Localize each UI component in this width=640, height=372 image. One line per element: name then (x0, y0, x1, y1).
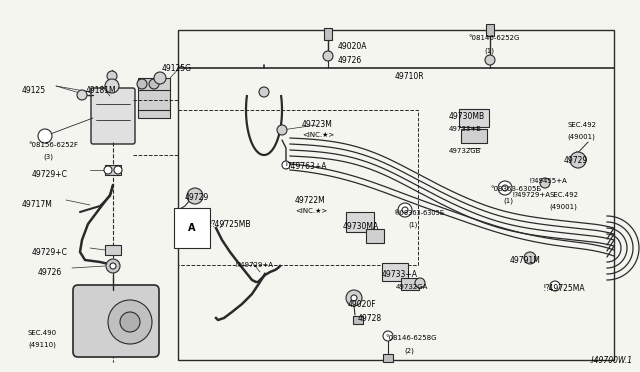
Text: 49729+C: 49729+C (32, 248, 68, 257)
Circle shape (77, 90, 87, 100)
Circle shape (323, 51, 333, 61)
Bar (459, 109, 489, 127)
Circle shape (120, 312, 140, 332)
Text: 49729: 49729 (564, 156, 588, 165)
Bar (324, 28, 332, 40)
Text: 49732GB: 49732GB (449, 148, 481, 154)
Text: SEC.492: SEC.492 (549, 192, 578, 198)
Text: °08146-6258G: °08146-6258G (385, 335, 436, 341)
Text: (1): (1) (408, 222, 417, 228)
Circle shape (38, 129, 52, 143)
Circle shape (104, 166, 112, 174)
Text: 49733+A: 49733+A (382, 270, 418, 279)
Text: 49728: 49728 (358, 314, 382, 323)
Text: 49710R: 49710R (395, 72, 424, 81)
Bar (178, 30, 614, 360)
Text: (3): (3) (43, 154, 53, 160)
Text: A: A (188, 223, 196, 233)
Text: (49001): (49001) (567, 134, 595, 141)
Text: ⁉49729+A: ⁉49729+A (513, 192, 551, 198)
Bar (366, 229, 384, 243)
Circle shape (149, 79, 159, 89)
Text: ⁉49729+A: ⁉49729+A (236, 262, 274, 268)
Text: 49729+C: 49729+C (32, 170, 68, 179)
Circle shape (570, 152, 586, 168)
FancyBboxPatch shape (91, 88, 135, 144)
Text: .I49700W.1: .I49700W.1 (590, 356, 633, 365)
Text: 49020A: 49020A (338, 42, 367, 51)
Text: 49125G: 49125G (162, 64, 192, 73)
Text: 49729: 49729 (185, 193, 209, 202)
Text: °08363-6305Б: °08363-6305Б (490, 186, 541, 192)
Text: 49181M: 49181M (86, 86, 116, 95)
Text: ⁉49455+A: ⁉49455+A (530, 178, 568, 184)
Text: °08146-6252G: °08146-6252G (468, 35, 520, 41)
Text: 49125: 49125 (22, 86, 46, 95)
Text: (2): (2) (404, 347, 414, 353)
Text: ®08363-6305Б: ®08363-6305Б (393, 210, 444, 216)
Text: °08156-6252F: °08156-6252F (28, 142, 78, 148)
Circle shape (383, 331, 393, 341)
Bar (178, 110, 418, 265)
Circle shape (187, 188, 203, 204)
Text: SEC.492: SEC.492 (567, 122, 596, 128)
Circle shape (502, 185, 508, 191)
Circle shape (277, 125, 287, 135)
Bar (138, 78, 170, 118)
Circle shape (105, 79, 119, 93)
Circle shape (398, 203, 412, 217)
Text: <INC.★>: <INC.★> (295, 208, 327, 214)
Text: 49717M: 49717M (22, 200, 53, 209)
Circle shape (498, 181, 512, 195)
Text: ⁉49725MB: ⁉49725MB (209, 220, 250, 229)
Circle shape (550, 281, 560, 291)
Text: (1): (1) (484, 48, 494, 55)
Bar (401, 278, 419, 290)
Text: 49791M: 49791M (510, 256, 541, 265)
Text: 49020F: 49020F (348, 300, 376, 309)
Bar (346, 212, 374, 232)
Circle shape (402, 207, 408, 213)
Circle shape (351, 295, 357, 301)
Bar (105, 165, 121, 175)
Circle shape (282, 161, 290, 169)
Bar (353, 316, 363, 324)
Text: 49726: 49726 (338, 56, 362, 65)
Circle shape (108, 300, 152, 344)
Text: (49110): (49110) (28, 342, 56, 349)
Circle shape (110, 263, 116, 269)
Text: 49732GA: 49732GA (396, 284, 428, 290)
Bar (486, 24, 494, 36)
Text: SEC.490: SEC.490 (28, 330, 57, 336)
Text: 49723M: 49723M (302, 120, 333, 129)
Circle shape (540, 178, 550, 188)
Circle shape (106, 259, 120, 273)
Circle shape (415, 278, 425, 288)
Circle shape (137, 79, 147, 89)
Circle shape (524, 252, 536, 264)
Circle shape (154, 72, 166, 84)
Text: 49726: 49726 (38, 268, 62, 277)
Circle shape (485, 55, 495, 65)
Text: ⁉49763+A: ⁉49763+A (286, 162, 328, 171)
Text: (49001): (49001) (549, 204, 577, 211)
Text: <INC.★>: <INC.★> (302, 132, 334, 138)
Text: 49733+Б: 49733+Б (449, 126, 482, 132)
Bar (383, 354, 393, 362)
Text: (1): (1) (503, 198, 513, 205)
Circle shape (346, 290, 362, 306)
Bar (382, 263, 408, 281)
Bar (105, 245, 121, 255)
Text: ⁉49725MA: ⁉49725MA (544, 284, 586, 293)
Circle shape (259, 87, 269, 97)
Text: 49730MB: 49730MB (449, 112, 485, 121)
Circle shape (114, 166, 122, 174)
Circle shape (107, 71, 117, 81)
Text: 49722M: 49722M (295, 196, 326, 205)
Bar (461, 129, 487, 143)
Text: 49730MA: 49730MA (343, 222, 380, 231)
FancyBboxPatch shape (73, 285, 159, 357)
